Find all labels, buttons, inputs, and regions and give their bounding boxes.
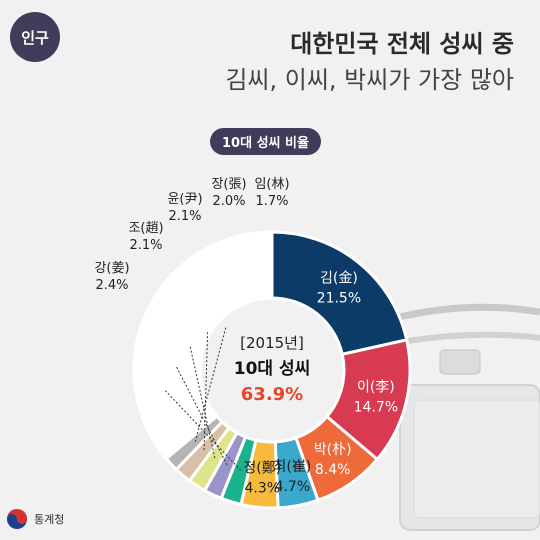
slice-name-7: 윤(尹) xyxy=(167,192,202,207)
org-name: 통계청 xyxy=(34,513,65,526)
footer: 통계청 xyxy=(6,508,64,530)
center-year: [2015년] xyxy=(240,334,304,352)
slice-name-8: 장(張) xyxy=(211,177,246,192)
slice-value-6: 2.1% xyxy=(129,238,162,253)
taegeuk-logo-icon xyxy=(7,509,27,529)
slice-value-3: 4.7% xyxy=(275,479,311,495)
slice-value-4: 4.3% xyxy=(244,481,280,497)
center-value: 63.9% xyxy=(241,384,303,405)
leader-line-7 xyxy=(189,345,216,459)
slice-name-1: 이(李) xyxy=(357,380,395,396)
slice-value-7: 2.1% xyxy=(168,209,201,224)
slice-other xyxy=(132,230,274,461)
slice-0 xyxy=(270,230,409,357)
slice-value-2: 8.4% xyxy=(315,462,351,478)
slice-name-4: 정(鄭) xyxy=(243,461,281,477)
center-label: 10대 성씨 xyxy=(234,359,311,379)
slice-value-1: 14.7% xyxy=(354,400,398,416)
slice-value-8: 2.0% xyxy=(212,194,245,209)
category-badge: 인구 xyxy=(10,12,60,62)
slice-value-5: 2.4% xyxy=(95,278,128,293)
slice-name-0: 김(金) xyxy=(320,270,358,286)
page-title: 대한민국 전체 성씨 중 xyxy=(290,30,514,58)
leader-line-6 xyxy=(175,365,228,466)
slice-value-0: 21.5% xyxy=(317,290,361,306)
slice-name-3: 최(崔) xyxy=(273,459,311,475)
slice-value-9: 1.7% xyxy=(255,194,288,209)
slice-name-5: 강(姜) xyxy=(94,261,129,276)
page-subtitle: 김씨, 이씨, 박씨가 가장 많아 xyxy=(225,66,514,94)
id-card-illustration xyxy=(394,303,540,531)
slice-name-2: 박(朴) xyxy=(314,442,352,458)
chart-title-pill: 10대 성씨 비율 xyxy=(210,128,321,155)
slice-name-9: 임(林) xyxy=(254,177,289,192)
slice-name-6: 조(趙) xyxy=(128,220,163,236)
